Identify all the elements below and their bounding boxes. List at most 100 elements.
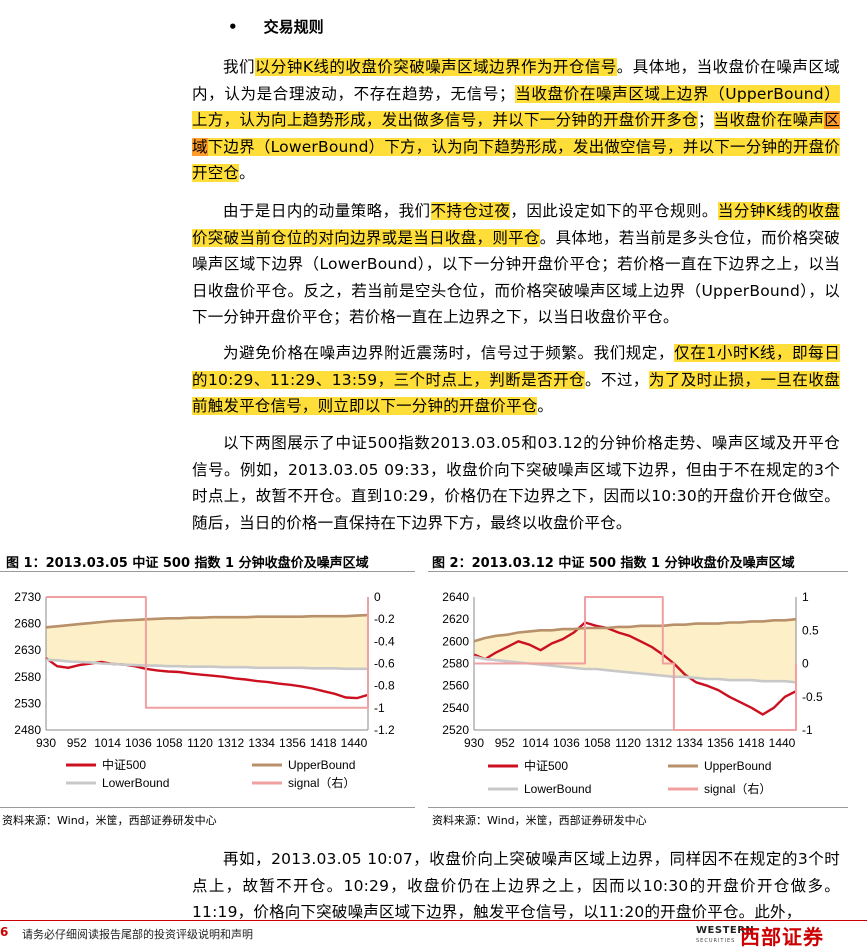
- series-line-signal: [46, 596, 369, 709]
- body-text: 我们: [223, 58, 255, 76]
- series-line-signal: [474, 596, 797, 731]
- body-text: ；: [697, 111, 714, 129]
- section-heading: • 交易规则: [228, 16, 324, 37]
- paragraph-open-signal: 我们以分钟K线的收盘价突破噪声区域边界作为开仓信号。具体地，当收盘价在噪声区域内…: [192, 54, 840, 187]
- body-text: 以下两图展示了中证500指数2013.03.05和03.12的分钟价格走势、噪声…: [192, 434, 840, 532]
- legend-label-lower: LowerBound: [524, 782, 591, 796]
- figure1-source: 资料来源：Wind，米筐，西部证券研发中心: [2, 814, 217, 827]
- figure2-title: 图 2：2013.03.12 中证 500 指数 1 分钟收盘价及噪声区域: [432, 556, 795, 571]
- left-tick-label: 2640: [442, 590, 469, 604]
- legend-label-price: 中证500: [102, 757, 146, 772]
- x-tick-label: 952: [495, 736, 515, 750]
- series-line-upper: [473, 617, 797, 643]
- body-text: 。: [537, 397, 554, 415]
- noise-band: [474, 619, 796, 683]
- paragraph-time-points: 为避免价格在噪声边界附近震荡时，信号过于频繁。我们规定，仅在1小时K线，即每日的…: [192, 340, 840, 420]
- body-text: 。具体地，若当前是多头仓位，而价格突破噪声区域下边界（LowerBound），以…: [192, 228, 840, 327]
- x-tick-label: 1440: [769, 736, 796, 750]
- left-tick-label: 2580: [14, 670, 41, 684]
- paragraph-close-rule: 由于是日内的动量策略，我们不持仓过夜，因此设定如下的平仓规则。当分钟K线的收盘价…: [192, 198, 840, 331]
- body-text: 。: [239, 164, 255, 182]
- left-tick-label: 2600: [442, 634, 469, 648]
- right-tick-label: -0.5: [802, 690, 823, 704]
- figure1-bottom-rule: [0, 807, 415, 808]
- series-line-upper: [45, 613, 369, 629]
- figure2-top-rule: [428, 571, 848, 572]
- noise-band: [46, 615, 368, 669]
- logo-sub: SECURITIES: [696, 938, 736, 944]
- x-tick-label: 930: [36, 736, 56, 750]
- figure2-bottom-rule: [428, 807, 848, 808]
- left-tick-label: 2540: [442, 701, 469, 715]
- body-text: 由于是日内的动量策略，我们: [223, 202, 431, 220]
- left-tick-label: 2560: [442, 679, 469, 693]
- x-tick-label: 1312: [217, 736, 244, 750]
- body-text: 再如，2013.03.05 10:07，收盘价向上突破噪声区域上边界，同样因不在…: [192, 850, 840, 920]
- legend-label-upper: UpperBound: [704, 759, 771, 773]
- bullet-icon: •: [228, 18, 238, 36]
- left-tick-label: 2620: [442, 612, 469, 626]
- left-tick-label: 2630: [14, 643, 41, 657]
- series-line-price: [473, 621, 797, 716]
- highlighted-text: 以分钟K线的收盘价突破噪声区域边界作为开仓信号: [254, 58, 617, 76]
- x-tick-label: 1356: [279, 736, 306, 750]
- right-tick-label: 1: [802, 590, 809, 604]
- x-tick-label: 1356: [707, 736, 734, 750]
- x-tick-label: 1036: [553, 736, 580, 750]
- highlighted-text: 下边界（LowerBound）下方，认为向下趋势形成，发出做空信号，并以下一分钟…: [192, 137, 840, 182]
- legend-label-upper: UpperBound: [288, 758, 355, 772]
- left-tick-label: 2680: [14, 617, 41, 631]
- logo-latin: WESTERN: [696, 925, 755, 936]
- footer-disclaimer: 请务必仔细阅读报告尾部的投资评级说明和声明: [22, 928, 253, 941]
- footer-rule: [0, 920, 867, 921]
- paragraph-example: 以下两图展示了中证500指数2013.03.05和03.12的分钟价格走势、噪声…: [192, 430, 840, 536]
- right-tick-label: 0.5: [802, 623, 819, 637]
- series-line-lower: [45, 658, 368, 671]
- left-tick-label: 2480: [14, 723, 41, 737]
- right-tick-label: -0.2: [374, 612, 395, 626]
- body-text: 。不过，: [585, 370, 649, 389]
- legend-label-lower: LowerBound: [102, 776, 169, 790]
- right-tick-label: -0.4: [374, 634, 395, 648]
- logo-brand: 西部证券: [740, 925, 824, 949]
- figure2-source: 资料来源：Wind，米筐，西部证券研发中心: [432, 814, 647, 827]
- x-tick-label: 1312: [645, 736, 672, 750]
- chart-figure2: 2640 2620 2600 2580 2560 2540 2520 1 0.5 0 -0.5 -1 9…: [442, 590, 823, 796]
- left-tick-label: 2530: [14, 696, 41, 710]
- right-tick-label: -1.2: [374, 723, 395, 737]
- x-tick-label: 1120: [187, 736, 213, 750]
- paragraph-example-continued: 再如，2013.03.05 10:07，收盘价向上突破噪声区域上边界，同样因不在…: [192, 846, 840, 920]
- legend-label-price: 中证500: [524, 758, 568, 773]
- body-text: 。具体地，当收盘价在噪声区域内，认为是合理波动，不存在趋势，无信号；: [192, 58, 840, 103]
- x-tick-label: 1036: [125, 736, 152, 750]
- right-tick-label: -0.8: [374, 679, 395, 693]
- section-title: 交易规则: [263, 18, 324, 36]
- right-tick-label: 0: [802, 657, 809, 671]
- x-tick-label: 1440: [341, 736, 368, 750]
- figure1-title: 图 1：2013.03.05 中证 500 指数 1 分钟收盘价及噪声区域: [6, 556, 369, 571]
- right-tick-label: -1: [374, 701, 385, 715]
- x-tick-label: 1418: [738, 736, 765, 750]
- x-tick-label: 1058: [156, 736, 183, 750]
- right-tick-label: -0.6: [374, 657, 395, 671]
- highlighted-text: 不持仓过夜: [430, 202, 511, 220]
- legend-label-signal: signal（右）: [288, 775, 355, 790]
- x-tick-label: 1120: [615, 736, 641, 750]
- page-number: 6: [0, 925, 9, 939]
- legend-label-signal: signal（右）: [704, 781, 771, 796]
- x-tick-label: 1014: [94, 736, 121, 750]
- figure1-top-rule: [0, 571, 415, 572]
- x-tick-label: 1334: [676, 736, 703, 750]
- x-tick-label: 930: [464, 736, 484, 750]
- left-tick-label: 2580: [442, 657, 469, 671]
- x-tick-label: 1014: [522, 736, 549, 750]
- body-text: ，因此设定如下的平仓规则。: [510, 202, 718, 220]
- left-tick-label: 2730: [14, 590, 41, 604]
- x-tick-label: 1058: [584, 736, 611, 750]
- chart-figure1: 2730 2680 2630 2580 2530 2480 0 -0.2 -0.4 -0.6 -0.…: [14, 590, 395, 790]
- x-tick-label: 1334: [248, 736, 275, 750]
- highlighted-text: 当收盘价在噪声: [713, 111, 825, 129]
- body-text: 为避免价格在噪声边界附近震荡时，信号过于频繁。我们规定，: [223, 344, 675, 362]
- x-tick-label: 1418: [310, 736, 337, 750]
- left-tick-label: 2520: [442, 723, 469, 737]
